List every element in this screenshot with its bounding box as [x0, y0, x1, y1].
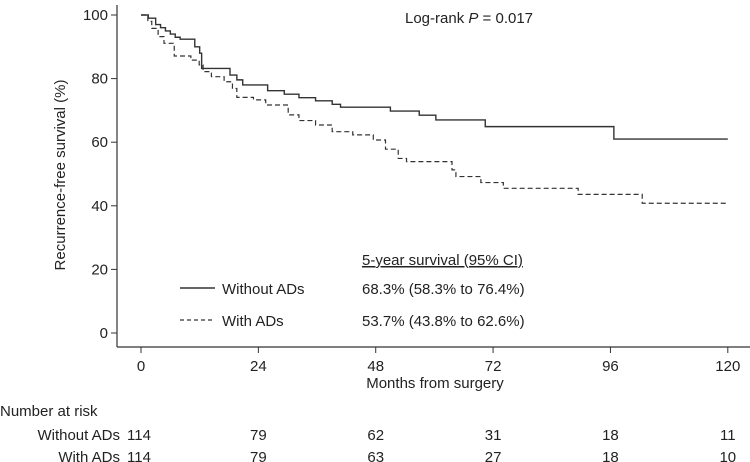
legend-header: 5-year survival (95% CI): [362, 252, 523, 269]
y-tick-label: 20: [91, 261, 108, 278]
x-tick-label: 96: [602, 358, 619, 375]
risk-row-label: With ADs: [58, 449, 120, 462]
y-tick-label: 100: [83, 7, 108, 24]
risk-count: 18: [602, 427, 619, 444]
x-tick-label: 24: [250, 358, 267, 375]
risk-table: Without ADs 114 79 62 31 18 11 With ADs 114 79 63 2…: [37, 427, 736, 462]
risk-count: 31: [485, 427, 502, 444]
logrank-annotation: Log-rank P = 0.017: [405, 10, 533, 27]
risk-count: 27: [485, 449, 502, 462]
x-tick-label: 72: [485, 358, 502, 375]
x-tick-label: 48: [367, 358, 384, 375]
y-tick-label: 40: [91, 198, 108, 215]
risk-count: 114: [127, 427, 151, 444]
risk-count: 63: [367, 449, 384, 462]
risk-count: 10: [719, 449, 736, 462]
x-axis-label: Months from surgery: [366, 375, 504, 392]
legend-label-with: With ADs: [222, 313, 284, 330]
risk-count: 114: [127, 449, 151, 462]
y-tick-label: 0: [100, 325, 108, 342]
risk-row-label: Without ADs: [37, 427, 120, 444]
legend-value-with: 53.7% (43.8% to 62.6%): [362, 313, 525, 330]
risk-count: 79: [250, 427, 267, 444]
x-tick-label: 120: [715, 358, 740, 375]
legend-label-without: Without ADs: [222, 281, 305, 298]
risk-count: 79: [250, 449, 267, 462]
curve-without-ads: [141, 14, 728, 140]
risk-count: 11: [720, 427, 736, 444]
legend-value-without: 68.3% (58.3% to 76.4%): [362, 281, 525, 298]
y-tick-label: 60: [91, 134, 108, 151]
x-tick-label: 0: [137, 358, 145, 375]
risk-count: 18: [602, 449, 619, 462]
axes: 0 20 40 60 80 100 0 24 48 72 96 120: [83, 5, 750, 375]
risk-count: 62: [367, 427, 384, 444]
y-axis-label: Recurrence-free survival (%): [52, 80, 69, 271]
y-tick-label: 80: [91, 71, 108, 88]
curve-with-ads: [141, 14, 728, 204]
risk-table-title: Number at risk: [0, 403, 98, 420]
survival-curves: [141, 14, 728, 204]
